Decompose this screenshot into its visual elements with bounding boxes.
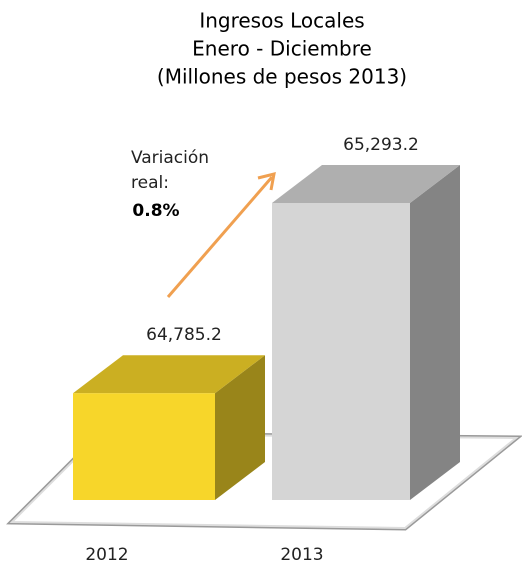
bar-side — [410, 164, 460, 500]
annotation: 0.8% — [132, 201, 179, 221]
chart-title: (Millones de pesos 2013) — [157, 65, 407, 89]
bar-top — [272, 164, 460, 203]
bar — [73, 355, 265, 500]
value-label: 65,293.2 — [343, 135, 419, 155]
value-label: 64,785.2 — [146, 325, 222, 345]
bar — [272, 164, 460, 500]
bar-side — [215, 355, 265, 500]
bar-front — [272, 202, 410, 500]
annotation: real: — [131, 173, 169, 193]
bar-front — [73, 393, 215, 500]
annotation: Variación — [131, 148, 209, 168]
x-tick-label: 2013 — [280, 545, 323, 565]
bar-top — [73, 355, 265, 394]
chart-title: Ingresos Locales — [199, 9, 364, 33]
chart-title: Enero - Diciembre — [192, 37, 372, 61]
arrow-head — [257, 171, 276, 191]
x-tick-label: 2012 — [85, 545, 128, 565]
arrow — [166, 176, 274, 298]
